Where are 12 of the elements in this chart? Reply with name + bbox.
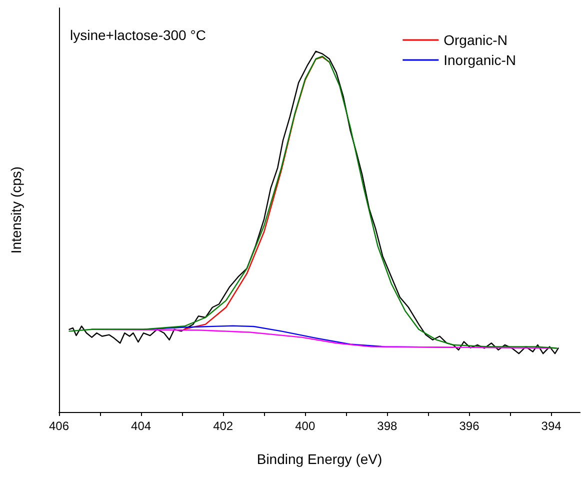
y-axis-title: Intensity (cps) <box>8 166 24 254</box>
x-axis-title: Binding Energy (eV) <box>256 451 382 467</box>
x-tick-label: 396 <box>459 419 480 433</box>
text: lysine+lactose-300 °C <box>70 27 206 43</box>
legend-label: Inorganic-N <box>444 52 516 68</box>
x-tick-label: 406 <box>48 419 70 433</box>
x-tick-label: 404 <box>131 419 152 433</box>
legend-label: Organic-N <box>444 32 508 48</box>
x-tick-label: 400 <box>295 419 316 433</box>
x-tick-label: 394 <box>541 419 562 433</box>
x-tick-label: 402 <box>213 419 234 433</box>
x-tick-label: 398 <box>377 419 398 433</box>
